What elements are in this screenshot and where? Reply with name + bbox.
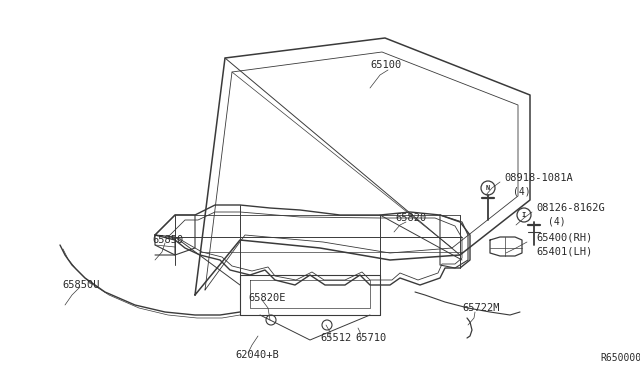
- Text: 08126-8162G: 08126-8162G: [536, 203, 605, 213]
- Text: 62040+B: 62040+B: [235, 350, 279, 360]
- Text: (4): (4): [548, 216, 566, 226]
- Text: I: I: [522, 212, 526, 218]
- Text: 65100: 65100: [370, 60, 401, 70]
- Text: 65400(RH): 65400(RH): [536, 233, 592, 243]
- Text: 65710: 65710: [355, 333, 387, 343]
- Text: 65820: 65820: [395, 213, 426, 223]
- Text: 65850: 65850: [152, 235, 183, 245]
- Text: N: N: [486, 185, 490, 191]
- Text: 65850U: 65850U: [62, 280, 99, 290]
- Text: 65512: 65512: [320, 333, 351, 343]
- Text: 08918-1081A: 08918-1081A: [504, 173, 573, 183]
- Text: R650000P: R650000P: [600, 353, 640, 363]
- Text: (4): (4): [513, 186, 531, 196]
- Text: 65820E: 65820E: [248, 293, 285, 303]
- Text: 65722M: 65722M: [462, 303, 499, 313]
- Text: 65401(LH): 65401(LH): [536, 246, 592, 256]
